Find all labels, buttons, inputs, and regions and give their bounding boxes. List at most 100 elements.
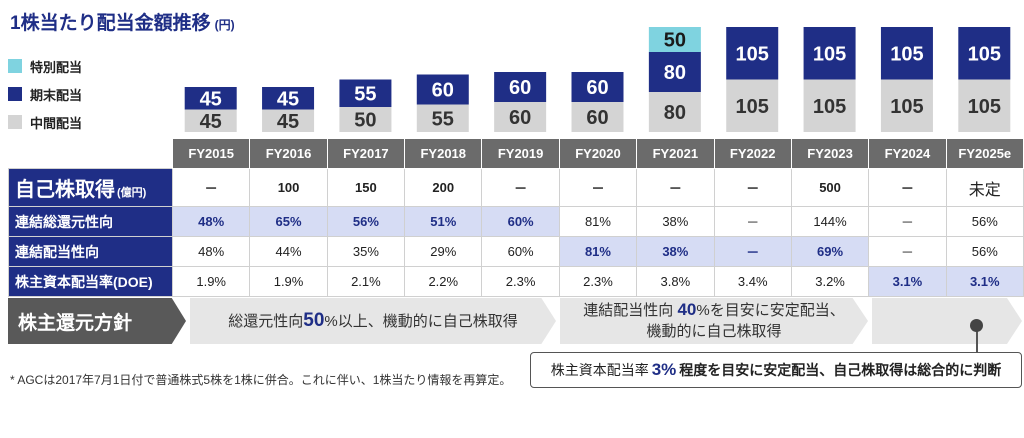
- payout-cell: －: [713, 236, 792, 267]
- doe-cell: 3.1%: [868, 266, 947, 297]
- chart-title-text: 1株当たり配当金額推移: [10, 13, 211, 34]
- buyback-cell: －: [171, 168, 251, 207]
- fy-header: FY2023: [790, 138, 870, 169]
- bar-segment: [184, 87, 237, 110]
- fy-header: FY2020: [558, 138, 638, 169]
- policy-seg2-text: 連結配当性向 40%を目安に安定配当、 機動的に自己株取得: [583, 299, 844, 342]
- bar-value-label: 105: [813, 43, 846, 65]
- bar-segment: [339, 79, 392, 107]
- bar-value-label: 50: [354, 110, 376, 132]
- legend-label-year-end: 期末配当: [30, 88, 83, 103]
- bar-value-label: 60: [586, 77, 608, 99]
- doe-cell: 3.8%: [636, 266, 715, 297]
- bar-value-label: 105: [968, 96, 1001, 118]
- policy-seg2-num: 40: [677, 300, 697, 320]
- total-return-label: 連結総還元性向: [8, 206, 173, 237]
- legend-swatch-year-end: [8, 87, 22, 101]
- policy-seg2-line2: 機動的に自己株取得: [646, 323, 782, 341]
- bar-segment: [571, 102, 624, 132]
- total-return-cell: －: [868, 206, 947, 237]
- buyback-cell: 200: [404, 168, 483, 207]
- policy-segment-doe: [872, 298, 1022, 344]
- total-return-cell: 56%: [326, 206, 406, 237]
- policy-seg1-post: %以上、機動的に自己株取得: [324, 313, 518, 331]
- total-return-cell: 51%: [404, 206, 483, 237]
- total-return-cell: 56%: [945, 206, 1024, 237]
- total-return-cell: －: [713, 206, 792, 237]
- fy-header: FY2017: [326, 138, 406, 169]
- doe-cell: 1.9%: [249, 266, 328, 297]
- payout-cell: 60%: [481, 236, 560, 267]
- bar-segment: [416, 104, 469, 132]
- bar-segment: [262, 109, 315, 132]
- fy-header: FY2025e: [945, 138, 1024, 169]
- bar-segment: [494, 72, 547, 102]
- buyback-cell: 未定: [945, 168, 1024, 207]
- fy-header: FY2019: [481, 138, 560, 169]
- policy-seg1-pre: 総還元性向: [228, 313, 304, 331]
- payout-cell: 69%: [790, 236, 870, 267]
- bar-segment: [339, 107, 392, 132]
- doe-policy-post: 程度を目安に安定配当、自己株取得は総合的に判断: [679, 362, 1002, 378]
- buyback-row: 自己株取得 (億円) － 100 150 200 － － － － 500 － 未定: [8, 168, 1024, 207]
- doe-cell: 2.3%: [481, 266, 560, 297]
- bar-segment: [571, 72, 624, 102]
- bar-segment: [648, 52, 701, 92]
- bar-value-label: 60: [509, 77, 531, 99]
- doe-cell: 3.4%: [713, 266, 792, 297]
- legend-swatch-special: [8, 59, 22, 73]
- bar-value-label: 45: [200, 111, 222, 133]
- bar-segment: [880, 79, 933, 132]
- payout-cell: 81%: [558, 236, 638, 267]
- total-return-cell: 48%: [171, 206, 251, 237]
- doe-policy-pre: 株主資本配当率: [550, 362, 649, 378]
- payout-cell: －: [868, 236, 947, 267]
- bar-segment: [648, 92, 701, 132]
- doe-cell: 1.9%: [171, 266, 251, 297]
- bar-value-label: 105: [736, 43, 769, 65]
- fy-header: FY2018: [404, 138, 483, 169]
- policy-connector-line: [976, 325, 978, 353]
- bar-segment: [726, 27, 779, 80]
- doe-cell: 2.1%: [326, 266, 406, 297]
- chart-title-unit: (円): [214, 18, 235, 32]
- bar-segment: [648, 27, 701, 52]
- total-return-cell: 81%: [558, 206, 638, 237]
- bar-segment: [494, 102, 547, 132]
- payout-label: 連結配当性向: [8, 236, 173, 267]
- total-return-cell: 60%: [481, 206, 560, 237]
- policy-seg2-pre: 連結配当性向: [583, 302, 678, 320]
- doe-cell: 2.3%: [558, 266, 638, 297]
- buyback-cell: 100: [249, 168, 328, 207]
- bar-value-label: 105: [890, 96, 923, 118]
- payout-cell: 56%: [945, 236, 1024, 267]
- bar-value-label: 80: [664, 102, 686, 124]
- chart-title: 1株当たり配当金額推移 (円): [10, 8, 235, 35]
- bar-value-label: 60: [432, 80, 454, 102]
- dividend-stacked-bar-chart: 4545454550555560606060608080501051051051…: [184, 27, 1011, 133]
- payout-cell: 35%: [326, 236, 406, 267]
- bar-value-label: 50: [664, 30, 686, 52]
- doe-policy-callout: 株主資本配当率 3% 程度を目安に安定配当、自己株取得は総合的に判断: [530, 352, 1022, 388]
- buyback-cell: －: [713, 168, 792, 207]
- buyback-cell: －: [481, 168, 560, 207]
- fy-header: FY2015: [171, 138, 251, 169]
- bar-segment: [726, 79, 779, 132]
- policy-segment-payout: 連結配当性向 40%を目安に安定配当、 機動的に自己株取得: [560, 298, 868, 344]
- shareholder-return-table: FY2015 FY2016 FY2017 FY2018 FY2019 FY202…: [8, 138, 1024, 297]
- doe-policy-num: 3%: [651, 360, 677, 379]
- bar-segment: [184, 109, 237, 132]
- bar-segment: [803, 27, 856, 80]
- header-corner: [8, 138, 173, 169]
- total-return-cell: 38%: [636, 206, 715, 237]
- buyback-cell: 500: [790, 168, 870, 207]
- policy-seg2-line1: 連結配当性向 40%を目安に安定配当、: [583, 299, 844, 322]
- fiscal-year-header-row: FY2015 FY2016 FY2017 FY2018 FY2019 FY202…: [8, 138, 1024, 169]
- bar-segment: [416, 74, 469, 105]
- bar-segment: [262, 87, 315, 110]
- bar-segment: [958, 27, 1011, 80]
- policy-connector-dot: [970, 319, 983, 332]
- bar-segment: [958, 79, 1011, 132]
- bar-value-label: 45: [277, 111, 299, 133]
- doe-row: 株主資本配当率(DOE) 1.9% 1.9% 2.1% 2.2% 2.3% 2.…: [8, 266, 1024, 297]
